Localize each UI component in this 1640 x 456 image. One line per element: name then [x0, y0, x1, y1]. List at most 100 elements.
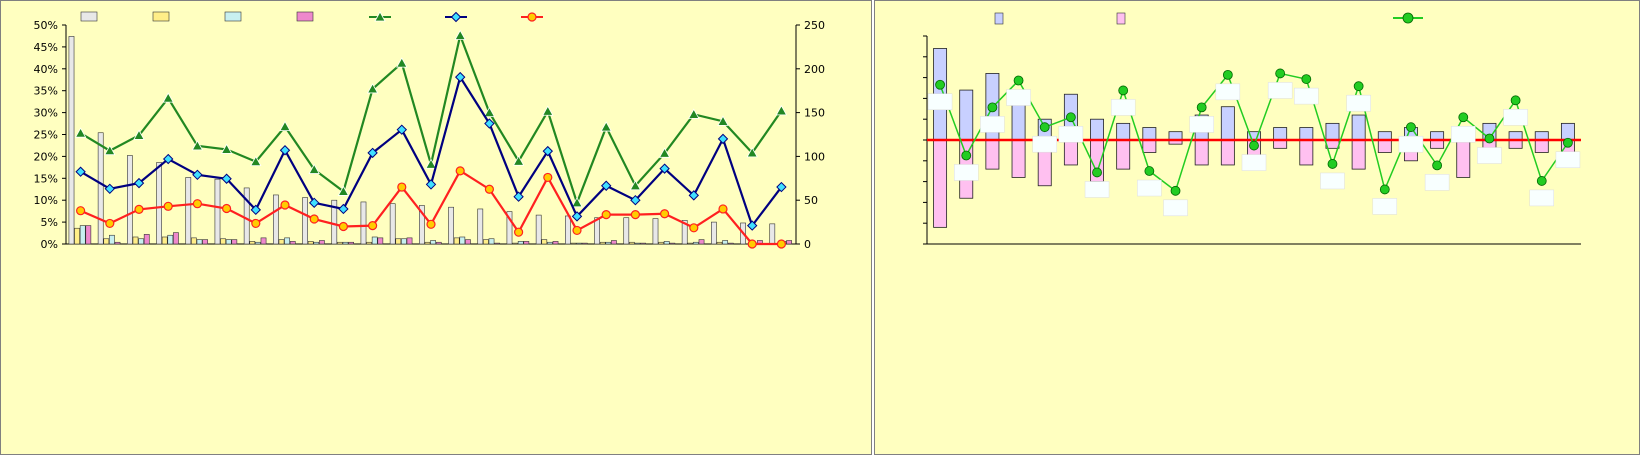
- bar-勝ち数: [191, 237, 197, 245]
- marker-連対率: [454, 71, 466, 83]
- test-value-label-bg: [1137, 179, 1162, 197]
- marker-入着率: [396, 57, 408, 68]
- marker-連対率: [630, 194, 641, 206]
- bar-勝ち数: [249, 241, 256, 245]
- marker-入着率: [512, 155, 525, 166]
- y-tick-label-right: 50: [804, 194, 818, 207]
- marker-勝率: [309, 214, 319, 224]
- marker-入着率: [629, 179, 642, 191]
- test-value-label-bg: [1032, 135, 1057, 153]
- bar-勝ち数: [658, 241, 664, 245]
- test-value-label-bg: [1451, 126, 1476, 143]
- legend-swatch: [994, 12, 1004, 25]
- test-value-label-bg: [1503, 109, 1528, 126]
- test-value-label-bg: [1267, 82, 1293, 99]
- bar-人気凡走馬数: [1351, 114, 1366, 141]
- marker-入着率: [162, 92, 174, 103]
- marker-test-value: [1301, 74, 1312, 84]
- test-value-label-bg: [1241, 154, 1267, 171]
- bar-勝ち数: [220, 238, 226, 245]
- marker-連対率: [221, 173, 232, 184]
- test-value-label-bg: [1006, 89, 1031, 106]
- test-value-label-bg: [1555, 151, 1581, 168]
- marker-勝率: [338, 221, 348, 232]
- bar-3着数: [552, 241, 559, 245]
- y-tick-label-left: 20%: [34, 150, 58, 163]
- bar-出走数: [185, 177, 192, 245]
- marker-test-value: [1353, 81, 1364, 92]
- marker-勝率: [280, 200, 290, 210]
- marker-連対率: [484, 118, 495, 129]
- marker-入着率: [104, 144, 116, 156]
- y-tick-label-left: 30%: [34, 107, 58, 120]
- marker-連対率: [571, 211, 583, 222]
- bar-人気凡走馬数: [1560, 122, 1575, 141]
- bar-出走数: [331, 199, 338, 245]
- marker-勝率: [105, 218, 115, 229]
- marker-勝率: [426, 219, 436, 229]
- bar-勝ち数: [395, 238, 402, 245]
- bar-3着数: [231, 239, 238, 245]
- bar-3着数: [640, 242, 646, 245]
- bar-激走馬数: [1116, 139, 1131, 170]
- test-value-label-bg: [1346, 94, 1371, 112]
- marker-連対率: [396, 124, 408, 135]
- bar-2着数: [196, 239, 203, 245]
- bar-3着数: [377, 237, 384, 245]
- marker-test-value: [1196, 102, 1207, 113]
- marker-勝率: [455, 166, 465, 176]
- bar-激走馬数: [1063, 139, 1078, 166]
- legend-swatch: [80, 11, 98, 22]
- marker-入着率: [279, 120, 291, 132]
- marker-test-value: [1118, 85, 1129, 96]
- marker-連対率: [425, 179, 437, 190]
- marker-test-value: [1222, 69, 1233, 80]
- y-tick-label-left: 5%: [41, 216, 58, 229]
- marker-test-value: [1249, 140, 1259, 151]
- bar-激走馬数: [1220, 139, 1235, 166]
- test-value-label-bg: [1084, 181, 1110, 198]
- y-tick-label-left: 10%: [34, 194, 58, 207]
- marker-勝率: [251, 218, 261, 229]
- bms-stats-chart: 0% 5% 10% 15% 20% 25% 30% 35% 40% 45% 50% 0 50 100 150…: [34, 11, 825, 251]
- bar-3着数: [611, 240, 617, 245]
- marker-連対率: [513, 191, 524, 202]
- marker-test-value: [1458, 112, 1469, 123]
- bar-勝ち数: [629, 241, 635, 245]
- bar-3着数: [348, 241, 354, 245]
- marker-勝率: [368, 221, 378, 231]
- bar-出走数: [623, 217, 630, 245]
- marker-勝率: [689, 223, 699, 233]
- bar-3着数: [435, 241, 442, 245]
- marker-勝率: [630, 210, 641, 220]
- marker-連対率: [250, 204, 262, 216]
- bar-勝ち数: [278, 239, 285, 245]
- bar-3着数: [319, 240, 325, 245]
- bar-2着数: [255, 241, 261, 245]
- bar-出走数: [419, 205, 425, 245]
- marker-test-value: [1327, 159, 1338, 169]
- marker-連対率: [104, 183, 116, 195]
- bar-3着数: [173, 232, 179, 245]
- y-tick-label-left: 40%: [34, 63, 58, 76]
- bar-2着数: [663, 241, 670, 245]
- bar-出走数: [214, 178, 221, 245]
- bms-stats-chart-panel: 0% 5% 10% 15% 20% 25% 30% 35% 40% 45% 50% 0 50 100 150…: [0, 0, 872, 455]
- bar-勝ち数: [337, 241, 343, 245]
- bar-3着数: [406, 237, 413, 245]
- marker-連対率: [75, 166, 86, 177]
- marker-test-value: [1563, 137, 1573, 148]
- bar-勝ち数: [541, 239, 548, 245]
- bar-激走馬数: [1351, 139, 1366, 170]
- marker-連対率: [542, 145, 554, 157]
- marker-入着率: [571, 197, 583, 208]
- marker-勝率: [572, 225, 582, 236]
- y-tick-label-left: 45%: [34, 41, 58, 54]
- marker-連対率: [717, 133, 729, 145]
- marker-勝率: [75, 206, 86, 216]
- bar-勝ち数: [103, 238, 110, 245]
- bar-人気凡走馬数: [1220, 106, 1235, 141]
- bar-激走馬数: [1194, 139, 1209, 166]
- bar-勝ち数: [307, 241, 314, 245]
- bar-2着数: [547, 241, 553, 245]
